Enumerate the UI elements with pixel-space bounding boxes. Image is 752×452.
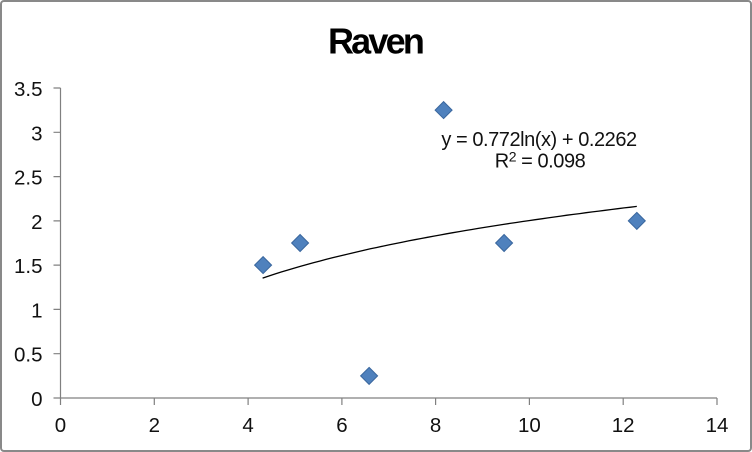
svg-text:6: 6 xyxy=(336,414,347,437)
svg-text:4: 4 xyxy=(242,414,253,437)
svg-text:1.5: 1.5 xyxy=(14,255,43,278)
svg-text:3: 3 xyxy=(31,122,42,145)
svg-text:2.5: 2.5 xyxy=(14,167,43,190)
svg-text:0.5: 0.5 xyxy=(14,344,43,367)
svg-text:0: 0 xyxy=(31,388,42,411)
svg-text:3.5: 3.5 xyxy=(14,78,43,101)
svg-text:12: 12 xyxy=(612,414,635,437)
svg-text:2: 2 xyxy=(31,211,42,234)
svg-text:R2 = 0.098: R2 = 0.098 xyxy=(495,149,586,173)
svg-text:2: 2 xyxy=(149,414,160,437)
svg-text:1: 1 xyxy=(31,299,42,322)
svg-text:10: 10 xyxy=(518,414,541,437)
svg-text:8: 8 xyxy=(430,414,441,437)
svg-text:14: 14 xyxy=(706,414,729,437)
svg-text:0: 0 xyxy=(55,414,66,437)
svg-text:y = 0.772ln(x) + 0.2262: y = 0.772ln(x) + 0.2262 xyxy=(441,129,637,151)
svg-text:Raven: Raven xyxy=(328,21,423,62)
